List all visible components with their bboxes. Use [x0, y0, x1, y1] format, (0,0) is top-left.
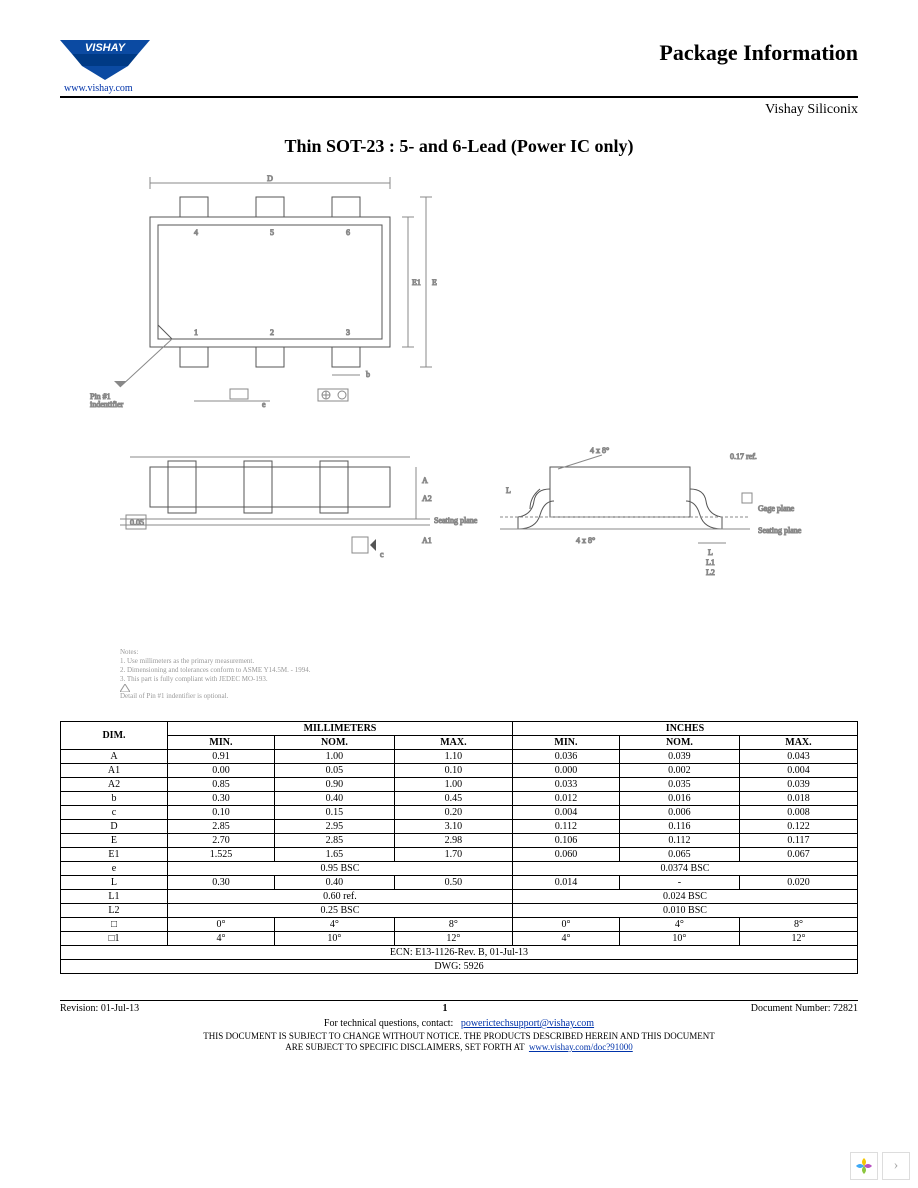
svg-text:0.05: 0.05 — [130, 518, 144, 527]
svg-text:L: L — [708, 548, 713, 557]
col-group-mm: MILLIMETERS — [167, 722, 512, 736]
disclaimer-link[interactable]: www.vishay.com/doc?91000 — [529, 1042, 633, 1052]
table-row: A20.850.901.000.0330.0350.039 — [61, 778, 858, 792]
svg-text:0.17 ref.: 0.17 ref. — [730, 452, 757, 461]
table-row: e0.95 BSC0.0374 BSC — [61, 862, 858, 876]
tech-contact: For technical questions, contact: poweri… — [60, 1018, 858, 1029]
col-group-in: INCHES — [512, 722, 857, 736]
table-row: c0.100.150.200.0040.0060.008 — [61, 806, 858, 820]
table-row: E11.5251.651.700.0600.0650.067 — [61, 848, 858, 862]
table-row: D2.852.953.100.1120.1160.122 — [61, 820, 858, 834]
svg-text:D: D — [267, 174, 273, 183]
vishay-logo: VISHAY www.vishay.com — [60, 40, 160, 94]
header: VISHAY www.vishay.com Package Informatio… — [60, 40, 858, 98]
sub-brand: Vishay Siliconix — [60, 102, 858, 118]
table-row: □14°10°12°4°10°12° — [61, 932, 858, 946]
svg-text:Seating plane: Seating plane — [434, 516, 478, 525]
document-number: Document Number: 72821 — [751, 1003, 858, 1014]
table-row: b0.300.400.450.0120.0160.018 — [61, 792, 858, 806]
table-row: L10.60 ref.0.024 BSC — [61, 890, 858, 904]
svg-text:L: L — [506, 486, 511, 495]
svg-text:5: 5 — [270, 228, 274, 237]
svg-text:4: 4 — [194, 228, 198, 237]
svg-text:E1: E1 — [412, 278, 421, 287]
table-row: □0°4°8°0°4°8° — [61, 918, 858, 932]
disclaimer: THIS DOCUMENT IS SUBJECT TO CHANGE WITHO… — [60, 1031, 858, 1053]
svg-text:6: 6 — [346, 228, 350, 237]
svg-text:L1: L1 — [706, 558, 715, 567]
package-drawing: D 4 5 6 1 2 3 — [60, 167, 858, 707]
table-row: A0.911.001.100.0360.0390.043 — [61, 750, 858, 764]
document-title: Thin SOT-23 : 5- and 6-Lead (Power IC on… — [60, 136, 858, 157]
tech-email-link[interactable]: powerictechsupport@vishay.com — [461, 1018, 594, 1029]
table-row: L0.300.400.500.014-0.020 — [61, 876, 858, 890]
svg-text:Gage plane: Gage plane — [758, 504, 795, 513]
svg-text:E: E — [432, 278, 437, 287]
svg-text:A: A — [422, 476, 428, 485]
svg-text:4 x 8°: 4 x 8° — [576, 536, 595, 545]
page-number: 1 — [442, 1003, 447, 1014]
svg-text:A2: A2 — [422, 494, 432, 503]
dwg-row: DWG: 5926 — [61, 960, 858, 974]
next-page-button[interactable]: › — [882, 1152, 910, 1180]
ecn-row: ECN: E13-1126-Rev. B, 01-Jul-13 — [61, 946, 858, 960]
svg-text:Seating plane: Seating plane — [758, 526, 802, 535]
svg-text:2: 2 — [270, 328, 274, 337]
footer-bar: Revision: 01-Jul-13 1 Document Number: 7… — [60, 1000, 858, 1014]
corner-widget: › — [850, 1152, 910, 1180]
table-row: E2.702.852.980.1060.1120.117 — [61, 834, 858, 848]
revision-label: Revision: 01-Jul-13 — [60, 1003, 139, 1014]
svg-text:3: 3 — [346, 328, 350, 337]
svg-text:indentifier: indentifier — [90, 400, 124, 409]
svg-text:c: c — [380, 550, 384, 559]
svg-text:L2: L2 — [706, 568, 715, 577]
svg-text:1: 1 — [194, 328, 198, 337]
dimension-table: DIM. MILLIMETERS INCHES MIN. NOM. MAX. M… — [60, 721, 858, 974]
svg-text:A1: A1 — [422, 536, 432, 545]
svg-text:4 x 8°: 4 x 8° — [590, 446, 609, 455]
leaf-icon[interactable] — [850, 1152, 878, 1180]
svg-text:b: b — [366, 370, 370, 379]
drawing-notes: Notes: 1. Use millimeters as the primary… — [120, 648, 310, 701]
table-row: L20.25 BSC0.010 BSC — [61, 904, 858, 918]
table-row: A10.000.050.100.0000.0020.004 — [61, 764, 858, 778]
svg-text:VISHAY: VISHAY — [85, 42, 127, 54]
page-header-title: Package Information — [172, 40, 858, 66]
col-dim: DIM. — [61, 722, 168, 750]
vishay-url[interactable]: www.vishay.com — [64, 83, 160, 94]
